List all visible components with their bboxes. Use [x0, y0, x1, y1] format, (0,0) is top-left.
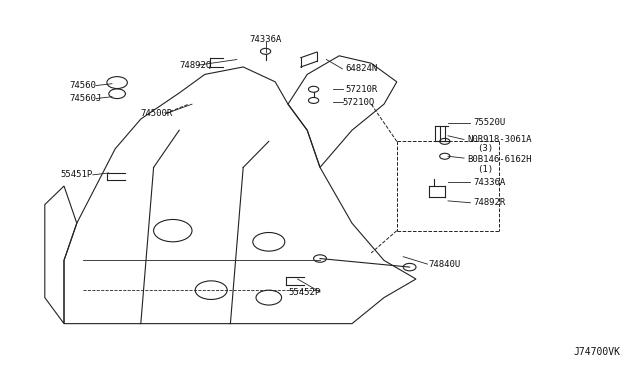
Text: 55451P: 55451P: [61, 170, 93, 179]
Text: (1): (1): [477, 165, 493, 174]
Text: (3): (3): [477, 144, 493, 153]
Text: 74560: 74560: [69, 81, 96, 90]
Text: J74700VK: J74700VK: [574, 347, 621, 357]
Text: 55452P: 55452P: [288, 288, 320, 296]
Text: N0R918-3061A: N0R918-3061A: [467, 135, 532, 144]
Text: 74840U: 74840U: [429, 260, 461, 269]
Text: 74892R: 74892R: [474, 198, 506, 207]
Text: 74892Q: 74892Q: [179, 61, 211, 70]
Text: 74336A: 74336A: [474, 178, 506, 187]
Text: 74560J: 74560J: [69, 94, 101, 103]
Text: B0B146-6162H: B0B146-6162H: [467, 155, 532, 164]
Text: 74500R: 74500R: [141, 109, 173, 118]
Text: 74336A: 74336A: [250, 35, 282, 44]
Text: 75520U: 75520U: [474, 118, 506, 127]
Text: 57210R: 57210R: [346, 85, 378, 94]
Text: 57210Q: 57210Q: [342, 98, 374, 107]
Text: 64824N: 64824N: [346, 64, 378, 73]
